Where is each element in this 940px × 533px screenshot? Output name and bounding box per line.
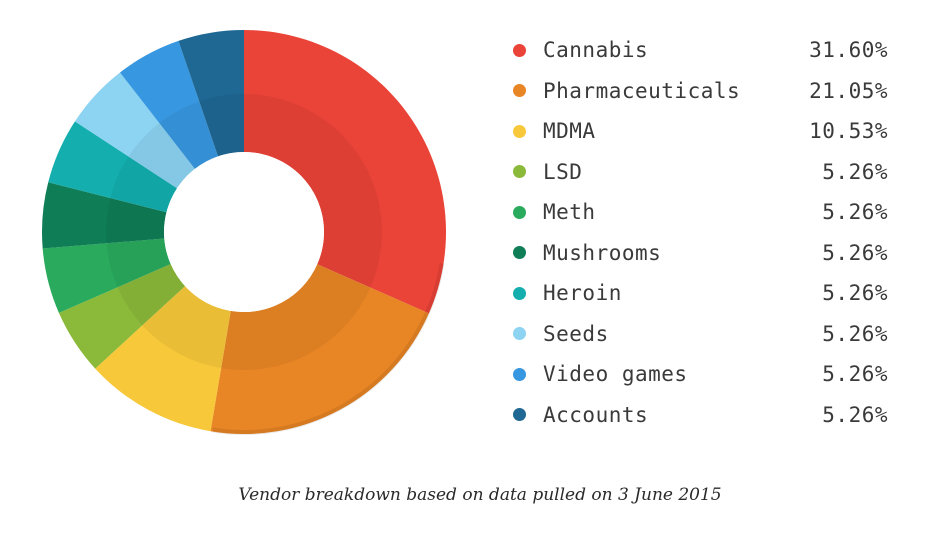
slice-lsd-outer xyxy=(58,264,186,369)
slice-heroin-inner-ring xyxy=(110,156,178,213)
legend-label: Video games xyxy=(543,362,688,387)
slice-mdma xyxy=(95,286,231,432)
legend-item-lsd: LSD 5.26% xyxy=(508,152,888,193)
slice-pharmaceuticals-outer xyxy=(210,264,429,434)
legend-swatch xyxy=(513,205,526,219)
slice-heroin xyxy=(48,121,178,213)
legend-label: LSD xyxy=(543,159,583,184)
legend-item-mdma: MDMA 10.53% xyxy=(508,111,888,152)
legend-swatch xyxy=(513,367,526,381)
legend-label: Seeds xyxy=(543,321,609,346)
slice-video-games-outer xyxy=(119,40,219,169)
legend-item-accounts: Accounts 5.26% xyxy=(508,395,888,436)
legend-swatch xyxy=(513,327,526,341)
slice-mushrooms-outer xyxy=(41,182,167,249)
slice-lsd xyxy=(58,264,186,369)
slice-seeds-outer xyxy=(74,72,195,189)
slice-video-games-inner-ring xyxy=(159,101,219,169)
slice-meth xyxy=(42,238,171,313)
legend-swatch xyxy=(513,246,526,260)
legend-value: 21.05% xyxy=(809,78,888,103)
legend-label: Heroin xyxy=(543,281,622,306)
slice-heroin-outer xyxy=(48,121,178,213)
legend-item-video-games: Video games 5.26% xyxy=(508,354,888,395)
legend-value: 5.26% xyxy=(822,321,888,346)
slice-lsd-inner-ring xyxy=(117,264,186,326)
slice-meth-outer xyxy=(42,238,171,313)
slice-meth-inner-ring xyxy=(106,238,171,288)
donut-hole xyxy=(164,152,324,312)
legend-value: 5.26% xyxy=(822,362,888,387)
legend-value: 5.26% xyxy=(822,159,888,184)
legend-swatch xyxy=(513,124,526,138)
slice-accounts-inner-ring xyxy=(199,94,244,157)
slice-cannabis-outer xyxy=(244,30,446,314)
slice-mdma-outer xyxy=(95,286,231,432)
legend-label: Cannabis xyxy=(543,38,649,63)
legend-swatch xyxy=(513,165,526,179)
legend-swatch xyxy=(513,408,526,422)
legend-item-mushrooms: Mushrooms 5.26% xyxy=(508,233,888,274)
legend-label: Mushrooms xyxy=(543,240,662,265)
chart-caption: Vendor breakdown based on data pulled on… xyxy=(238,485,722,505)
legend-item-heroin: Heroin 5.26% xyxy=(508,273,888,314)
legend-value: 5.26% xyxy=(822,200,888,225)
slice-mdma-inner-ring xyxy=(142,286,231,369)
donut-chart xyxy=(41,30,446,435)
legend-value: 5.26% xyxy=(822,240,888,265)
slice-video-games xyxy=(119,40,219,169)
legend-value: 5.26% xyxy=(822,402,888,427)
legend-item-cannabis: Cannabis 31.60% xyxy=(508,30,888,71)
slice-accounts xyxy=(178,30,244,157)
legend-swatch xyxy=(513,84,526,98)
legend-label: MDMA xyxy=(543,119,596,144)
legend-swatch xyxy=(513,43,526,57)
legend-label: Meth xyxy=(543,200,596,225)
legend-swatch xyxy=(513,286,526,300)
slice-seeds-inner-ring xyxy=(128,123,195,189)
legend-label: Pharmaceuticals xyxy=(543,78,741,103)
slice-pharmaceuticals-inner-ring xyxy=(221,264,371,371)
slice-mushrooms-inner-ring xyxy=(106,198,167,244)
legend-label: Accounts xyxy=(543,402,649,427)
slice-seeds xyxy=(74,72,195,189)
slice-pharmaceuticals xyxy=(210,264,429,434)
slice-cannabis-inner-ring xyxy=(244,94,382,288)
chart-legend: Cannabis 31.60% Pharmaceuticals 21.05% MDMA 1… xyxy=(508,30,888,435)
legend-value: 5.26% xyxy=(822,281,888,306)
legend-item-meth: Meth 5.26% xyxy=(508,192,888,233)
legend-value: 31.60% xyxy=(809,38,888,63)
legend-item-pharmaceuticals: Pharmaceuticals 21.05% xyxy=(508,71,888,112)
legend-value: 10.53% xyxy=(809,119,888,144)
legend-item-seeds: Seeds 5.26% xyxy=(508,314,888,355)
slice-accounts-outer xyxy=(178,30,244,157)
slice-cannabis xyxy=(244,30,446,314)
slice-mushrooms xyxy=(41,182,167,249)
